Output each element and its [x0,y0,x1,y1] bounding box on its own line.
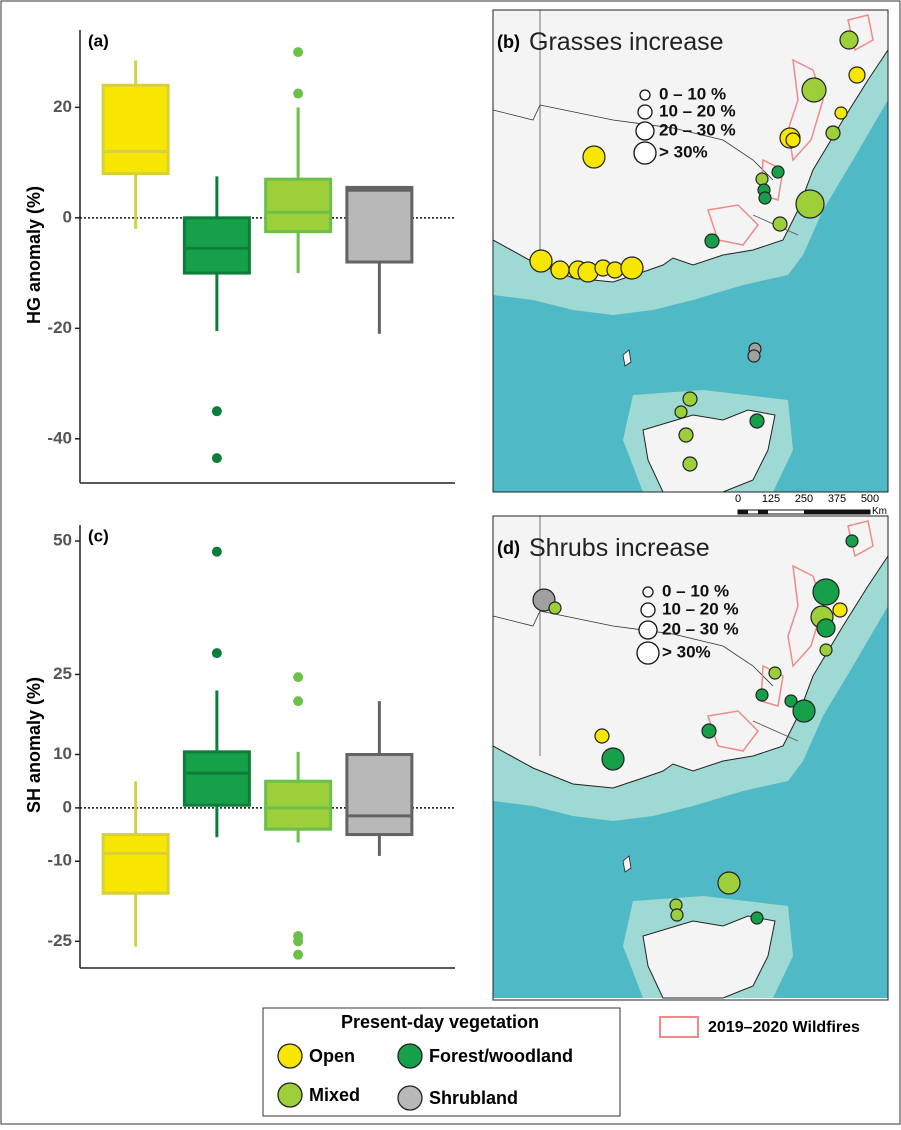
size-key-label: 20 – 30 % [659,120,736,139]
legend-swatch [398,1044,422,1068]
y-tick-label: -20 [47,318,72,337]
scale-label: 250 [795,493,813,505]
y-tick-label: -25 [47,931,72,950]
map-panel-label: (d) [497,538,520,558]
scale-bar-segment [804,510,870,514]
outlier [293,672,303,682]
size-key [638,105,652,119]
scale-bar-segment [758,510,768,514]
outlier [293,950,303,960]
legend-swatch [278,1044,302,1068]
y-tick-label: 0 [63,797,72,816]
legend-label: Open [309,1046,355,1066]
size-key [634,142,656,164]
scale-label: 0 [735,493,741,505]
figure: Present-day vegetation 2019–2020 Wildfir… [0,0,901,1125]
size-key [639,621,657,639]
y-tick-label: 25 [53,664,72,683]
size-key [643,587,653,597]
map-title: Grasses increase [529,28,724,56]
box [103,835,168,894]
scale-label: 375 [828,493,846,505]
scale-label: 125 [762,493,780,505]
map-panel-label: (b) [497,32,520,52]
size-key [637,642,659,664]
legend-label: Mixed [309,1085,360,1105]
legend-swatch [398,1086,422,1110]
scale-bar-segment [738,510,748,514]
map-title: Shrubs increase [529,534,710,562]
size-key [641,603,655,617]
size-key-label: 0 – 10 % [662,581,729,600]
size-key-label: 20 – 30 % [662,619,739,638]
fire-legend: 2019–2020 Wildfires [708,1019,860,1036]
outlier [293,47,303,57]
scale-unit: Km [872,506,887,517]
outlier [293,696,303,706]
legend-label: Forest/woodland [429,1046,573,1066]
size-key-label: 10 – 20 % [662,599,739,618]
box [347,187,412,262]
outlier [212,406,222,416]
outlier [293,936,303,946]
outlier [212,453,222,463]
y-axis-label: SH anomaly (%) [24,677,44,813]
size-key [636,122,654,140]
legend-swatch [278,1083,302,1107]
panel-label: (a) [88,31,109,50]
box [103,85,168,173]
box [184,752,249,805]
y-tick-label: -40 [47,428,72,447]
size-key-label: > 30% [662,642,711,661]
panel-label: (c) [88,526,109,545]
legend-label: Shrubland [429,1088,518,1108]
y-tick-label: -10 [47,851,72,870]
box [266,179,331,231]
box [184,218,249,273]
size-key-label: > 30% [659,142,708,161]
y-tick-label: 10 [53,744,72,763]
y-axis-label: HG anomaly (%) [24,186,44,324]
size-key [640,90,650,100]
y-tick-label: 20 [53,97,72,116]
legend-title: Present-day vegetation [341,1012,539,1032]
map-b [493,10,888,492]
outlier [212,547,222,557]
y-tick-label: 50 [53,530,72,549]
size-key-label: 10 – 20 % [659,101,736,120]
y-tick-label: 0 [63,207,72,226]
box [266,781,331,829]
outlier [212,648,222,658]
box [347,755,412,835]
scale-label: 500 [861,493,879,505]
outlier [293,89,303,99]
